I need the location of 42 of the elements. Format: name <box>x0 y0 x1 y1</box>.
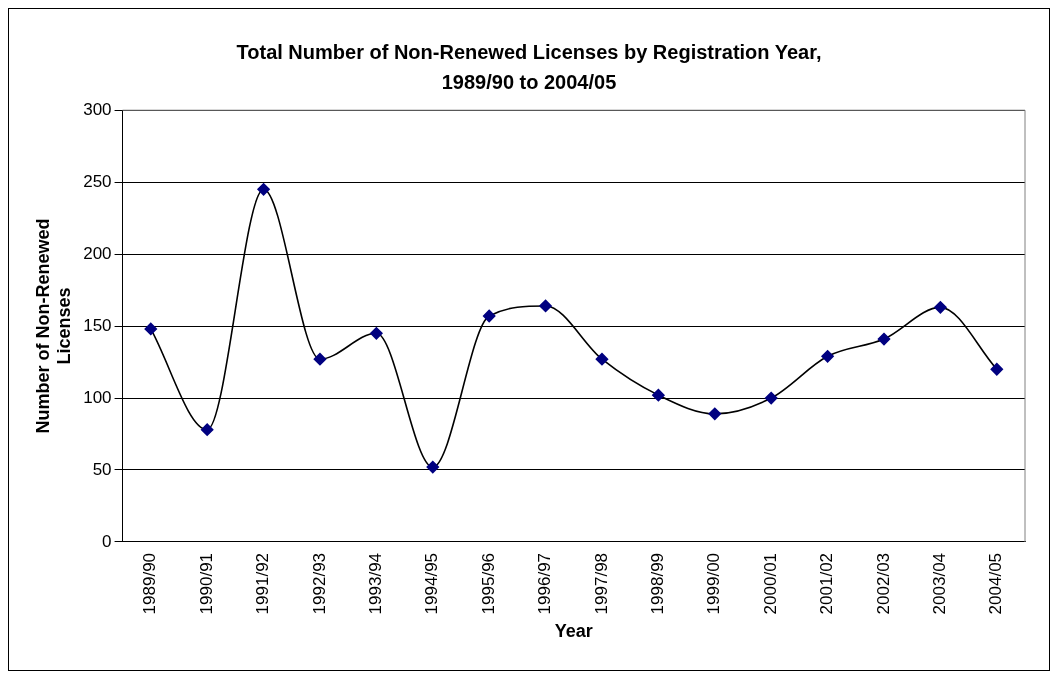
point <box>313 352 327 366</box>
y-tick-label: 0 <box>102 531 112 551</box>
x-tick-label: 2001/02 <box>817 552 837 615</box>
x-tick-label: 1999/00 <box>704 552 724 615</box>
point <box>370 326 383 340</box>
x-tick-label: 1992/93 <box>309 552 329 615</box>
x-tick-label: 1994/95 <box>422 552 442 615</box>
y-tick-label: 50 <box>92 459 112 479</box>
point <box>934 301 947 314</box>
x-tick-label: 1993/94 <box>366 552 386 615</box>
point <box>200 423 214 436</box>
chart-title: Total Number of Non-Renewed Licenses by Registration Year, 1989/90 to 2004/05 <box>235 40 823 95</box>
y-tick-label: 200 <box>83 243 112 263</box>
point <box>482 309 496 323</box>
x-tick-label: 2003/04 <box>930 552 950 615</box>
y-axis-title: Number of Non-Renewed Licenses <box>32 218 75 434</box>
x-tick-label: 2002/03 <box>873 552 893 615</box>
point <box>539 299 552 313</box>
x-tick-label: 1995/96 <box>478 552 498 615</box>
x-tick-label: 2004/05 <box>986 552 1006 615</box>
x-axis-title: Year <box>554 621 593 642</box>
point <box>652 388 665 402</box>
x-tick-label: 1996/97 <box>535 552 555 615</box>
point <box>764 391 778 405</box>
point <box>257 183 270 196</box>
x-tick-label: 2000/01 <box>760 552 780 615</box>
point <box>595 352 609 366</box>
x-tick-label: 1990/91 <box>196 552 216 615</box>
x-tick-label: 1991/92 <box>253 552 273 615</box>
x-tick-label: 1989/90 <box>140 552 160 615</box>
y-tick-label: 300 <box>83 99 112 119</box>
y-tick-label: 100 <box>83 387 112 407</box>
point <box>144 322 158 336</box>
point <box>426 460 440 474</box>
x-tick-label: 1997/98 <box>591 552 611 615</box>
point <box>821 350 834 363</box>
x-tick-label: 1998/99 <box>648 552 668 615</box>
point <box>990 362 1004 376</box>
point <box>877 332 891 346</box>
y-tick-label: 150 <box>83 315 112 335</box>
y-tick-label: 250 <box>83 171 112 191</box>
point <box>708 407 722 421</box>
